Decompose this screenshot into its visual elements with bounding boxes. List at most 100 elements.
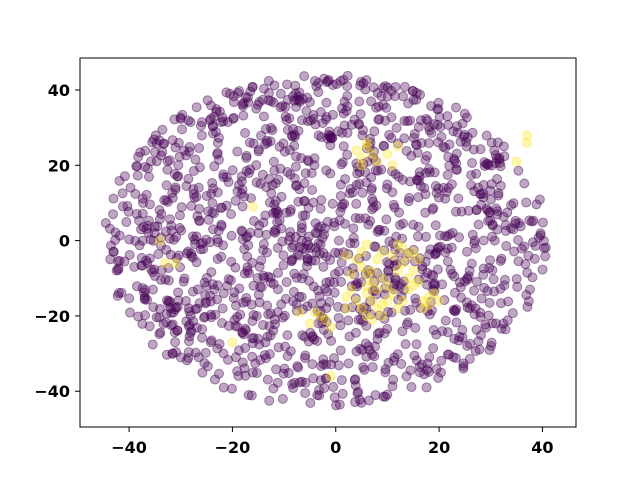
point-class-0 xyxy=(388,280,399,291)
point-class-0 xyxy=(379,245,390,256)
point-class-0 xyxy=(371,200,382,211)
point-class-0 xyxy=(298,243,309,254)
point-class-0 xyxy=(428,202,439,213)
point-class-0 xyxy=(350,380,361,391)
point-class-0 xyxy=(463,271,474,282)
point-class-0 xyxy=(498,318,509,329)
point-class-0 xyxy=(322,133,333,144)
point-class-0 xyxy=(226,230,237,241)
point-class-0 xyxy=(324,296,335,307)
point-class-0 xyxy=(287,254,298,265)
point-class-0 xyxy=(449,287,460,298)
point-class-0 xyxy=(211,106,222,117)
point-class-0 xyxy=(454,232,465,243)
point-class-0 xyxy=(479,157,490,168)
point-class-1 xyxy=(403,284,414,295)
point-class-0 xyxy=(201,234,212,245)
point-class-0 xyxy=(333,248,344,259)
point-class-0 xyxy=(237,184,248,195)
point-class-0 xyxy=(363,265,374,276)
point-class-0 xyxy=(415,115,426,126)
point-class-0 xyxy=(342,266,353,277)
point-class-0 xyxy=(170,142,181,153)
point-class-0 xyxy=(288,296,299,307)
point-class-0 xyxy=(247,338,258,349)
point-class-0 xyxy=(363,395,374,406)
point-class-0 xyxy=(309,75,320,86)
point-class-0 xyxy=(174,210,185,221)
point-class-0 xyxy=(301,236,312,247)
point-class-0 xyxy=(287,379,298,390)
point-class-0 xyxy=(364,133,375,144)
point-class-0 xyxy=(289,131,300,142)
point-class-0 xyxy=(349,269,360,280)
point-class-0 xyxy=(356,277,367,288)
point-class-0 xyxy=(243,97,254,108)
point-class-0 xyxy=(269,165,280,176)
point-class-0 xyxy=(293,362,304,373)
point-class-1 xyxy=(423,299,434,310)
point-class-0 xyxy=(201,190,212,201)
point-class-0 xyxy=(365,268,376,279)
point-class-0 xyxy=(153,249,164,260)
point-class-0 xyxy=(200,290,211,301)
point-class-0 xyxy=(146,264,157,275)
point-class-0 xyxy=(404,192,415,203)
point-class-0 xyxy=(208,224,219,235)
point-class-0 xyxy=(205,296,216,307)
point-class-0 xyxy=(108,246,119,257)
x-tick-label: −20 xyxy=(215,438,251,457)
point-class-0 xyxy=(292,361,303,372)
point-class-0 xyxy=(191,231,202,242)
point-class-0 xyxy=(207,177,218,188)
point-class-0 xyxy=(262,374,273,385)
point-class-0 xyxy=(466,300,477,311)
point-class-0 xyxy=(334,399,345,410)
point-class-0 xyxy=(373,114,384,125)
point-class-1 xyxy=(413,254,424,265)
point-class-0 xyxy=(171,347,182,358)
point-class-0 xyxy=(400,339,411,350)
point-class-0 xyxy=(271,205,282,216)
point-class-0 xyxy=(462,273,473,284)
point-class-0 xyxy=(183,115,194,126)
y-tick-label: 40 xyxy=(48,81,70,100)
point-class-0 xyxy=(160,226,171,237)
point-class-0 xyxy=(131,161,142,172)
point-class-0 xyxy=(369,285,380,296)
point-class-0 xyxy=(431,247,442,258)
point-class-0 xyxy=(318,313,329,324)
point-class-0 xyxy=(323,129,334,140)
point-class-0 xyxy=(247,82,258,93)
point-class-0 xyxy=(294,291,305,302)
point-class-0 xyxy=(451,317,462,328)
point-class-0 xyxy=(232,366,243,377)
point-class-0 xyxy=(188,184,199,195)
point-class-0 xyxy=(212,343,223,354)
point-class-0 xyxy=(457,118,468,129)
point-class-0 xyxy=(165,214,176,225)
point-class-0 xyxy=(175,112,186,123)
point-class-0 xyxy=(351,281,362,292)
point-class-0 xyxy=(307,331,318,342)
point-class-0 xyxy=(189,234,200,245)
point-class-0 xyxy=(161,244,172,255)
point-class-0 xyxy=(140,285,151,295)
point-class-0 xyxy=(134,240,145,251)
point-class-0 xyxy=(397,91,408,102)
point-class-0 xyxy=(137,235,148,246)
point-class-0 xyxy=(333,360,344,371)
point-class-0 xyxy=(310,227,321,238)
point-class-0 xyxy=(232,88,243,99)
point-class-0 xyxy=(502,207,513,218)
point-class-1 xyxy=(372,254,383,265)
point-class-0 xyxy=(318,359,329,370)
point-class-0 xyxy=(212,294,223,305)
point-class-0 xyxy=(500,225,511,236)
point-class-0 xyxy=(270,319,281,330)
point-class-1 xyxy=(366,295,377,306)
point-class-0 xyxy=(282,94,293,105)
point-class-0 xyxy=(164,233,175,244)
point-class-0 xyxy=(237,357,248,368)
point-class-0 xyxy=(335,179,346,190)
